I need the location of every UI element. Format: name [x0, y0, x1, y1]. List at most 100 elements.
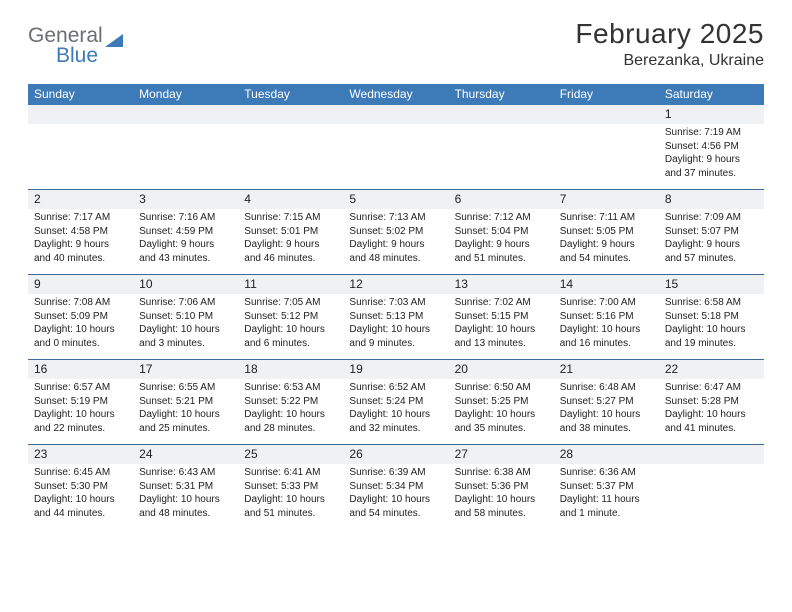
info-line: Daylight: 10 hours	[455, 408, 548, 422]
day-number	[139, 106, 232, 123]
daynum-strip	[343, 105, 448, 124]
info-line: Sunrise: 6:55 AM	[139, 381, 232, 395]
day-number: 6	[455, 191, 548, 208]
day-info: Sunrise: 6:50 AMSunset: 5:25 PMDaylight:…	[455, 381, 548, 435]
info-line: Sunset: 5:05 PM	[560, 225, 653, 239]
daynum-strip: 1	[659, 105, 764, 124]
day-info: Sunrise: 7:11 AMSunset: 5:05 PMDaylight:…	[560, 211, 653, 265]
daynum-strip: 9	[28, 275, 133, 294]
day-number: 19	[349, 361, 442, 378]
day-info: Sunrise: 7:15 AMSunset: 5:01 PMDaylight:…	[244, 211, 337, 265]
week-row: 16Sunrise: 6:57 AMSunset: 5:19 PMDayligh…	[28, 359, 764, 444]
info-line: Daylight: 10 hours	[560, 323, 653, 337]
info-line: Sunset: 5:15 PM	[455, 310, 548, 324]
info-line: Sunset: 5:28 PM	[665, 395, 758, 409]
info-line: Sunrise: 6:50 AM	[455, 381, 548, 395]
weeks-container: 1Sunrise: 7:19 AMSunset: 4:56 PMDaylight…	[28, 105, 764, 529]
day-info: Sunrise: 7:05 AMSunset: 5:12 PMDaylight:…	[244, 296, 337, 350]
day-cell	[28, 105, 133, 189]
info-line: Sunrise: 7:17 AM	[34, 211, 127, 225]
info-line: Sunset: 5:34 PM	[349, 480, 442, 494]
info-line: Daylight: 10 hours	[139, 493, 232, 507]
daynum-strip: 23	[28, 445, 133, 464]
info-line: Daylight: 9 hours	[139, 238, 232, 252]
day-number: 7	[560, 191, 653, 208]
info-line: Daylight: 10 hours	[139, 323, 232, 337]
day-number: 5	[349, 191, 442, 208]
daynum-strip: 21	[554, 360, 659, 379]
info-line: Sunrise: 7:00 AM	[560, 296, 653, 310]
day-number	[34, 106, 127, 123]
daynum-strip: 17	[133, 360, 238, 379]
info-line: Sunset: 4:59 PM	[139, 225, 232, 239]
day-number: 17	[139, 361, 232, 378]
week-row: 1Sunrise: 7:19 AMSunset: 4:56 PMDaylight…	[28, 105, 764, 189]
day-cell: 14Sunrise: 7:00 AMSunset: 5:16 PMDayligh…	[554, 275, 659, 359]
day-cell: 27Sunrise: 6:38 AMSunset: 5:36 PMDayligh…	[449, 445, 554, 529]
day-cell: 17 Sunrise: 6:55 AMSunset: 5:21 PMDayligh…	[133, 360, 238, 444]
info-line: Sunset: 5:25 PM	[455, 395, 548, 409]
info-line: Sunset: 4:58 PM	[34, 225, 127, 239]
info-line: Sunrise: 7:15 AM	[244, 211, 337, 225]
daynum-strip: 16	[28, 360, 133, 379]
daynum-strip: 26	[343, 445, 448, 464]
daynum-strip: 10	[133, 275, 238, 294]
info-line: Sunset: 5:21 PM	[139, 395, 232, 409]
day-cell: 21Sunrise: 6:48 AMSunset: 5:27 PMDayligh…	[554, 360, 659, 444]
day-info: Sunrise: 7:17 AMSunset: 4:58 PMDaylight:…	[34, 211, 127, 265]
day-number	[560, 106, 653, 123]
daynum-strip: 4	[238, 190, 343, 209]
day-info: Sunrise: 7:02 AMSunset: 5:15 PMDaylight:…	[455, 296, 548, 350]
weekday-sat: Saturday	[659, 84, 764, 105]
day-number: 24	[139, 446, 232, 463]
day-info: Sunrise: 6:39 AMSunset: 5:34 PMDaylight:…	[349, 466, 442, 520]
info-line: Sunset: 5:36 PM	[455, 480, 548, 494]
info-line: Daylight: 9 hours	[560, 238, 653, 252]
info-line: Sunset: 5:33 PM	[244, 480, 337, 494]
day-cell: 12Sunrise: 7:03 AMSunset: 5:13 PMDayligh…	[343, 275, 448, 359]
day-cell: 4 Sunrise: 7:15 AMSunset: 5:01 PMDaylight…	[238, 190, 343, 274]
day-cell: 24Sunrise: 6:43 AMSunset: 5:31 PMDayligh…	[133, 445, 238, 529]
day-info: Sunrise: 6:58 AMSunset: 5:18 PMDaylight:…	[665, 296, 758, 350]
info-line: Sunrise: 6:41 AM	[244, 466, 337, 480]
info-line: and 48 minutes.	[139, 507, 232, 521]
day-cell: 26 Sunrise: 6:39 AMSunset: 5:34 PMDayligh…	[343, 445, 448, 529]
day-number	[455, 106, 548, 123]
info-line: and 40 minutes.	[34, 252, 127, 266]
day-cell: 10Sunrise: 7:06 AMSunset: 5:10 PMDayligh…	[133, 275, 238, 359]
header-row: General February 2025 Berezanka, Ukraine	[28, 18, 764, 70]
info-line: Sunset: 5:04 PM	[455, 225, 548, 239]
info-line: and 9 minutes.	[349, 337, 442, 351]
day-cell: 25Sunrise: 6:41 AMSunset: 5:33 PMDayligh…	[238, 445, 343, 529]
daynum-strip: 6	[449, 190, 554, 209]
daynum-strip	[133, 105, 238, 124]
day-number: 13	[455, 276, 548, 293]
info-line: Daylight: 10 hours	[349, 323, 442, 337]
info-line: Sunrise: 7:19 AM	[665, 126, 758, 140]
day-number: 23	[34, 446, 127, 463]
weekday-sun: Sunday	[28, 84, 133, 105]
daynum-strip: 24	[133, 445, 238, 464]
info-line: and 22 minutes.	[34, 422, 127, 436]
info-line: Sunset: 5:07 PM	[665, 225, 758, 239]
logo-overlay: General Blue	[28, 24, 124, 68]
info-line: and 19 minutes.	[665, 337, 758, 351]
info-line: and 54 minutes.	[560, 252, 653, 266]
day-number: 11	[244, 276, 337, 293]
info-line: Sunrise: 7:02 AM	[455, 296, 548, 310]
info-line: Sunset: 5:22 PM	[244, 395, 337, 409]
location-subtitle: Berezanka, Ukraine	[575, 52, 764, 70]
info-line: and 0 minutes.	[34, 337, 127, 351]
daynum-strip	[238, 105, 343, 124]
info-line: Sunset: 5:12 PM	[244, 310, 337, 324]
info-line: Sunset: 5:30 PM	[34, 480, 127, 494]
day-number: 9	[34, 276, 127, 293]
day-cell: 5Sunrise: 7:13 AMSunset: 5:02 PMDaylight…	[343, 190, 448, 274]
day-number: 8	[665, 191, 758, 208]
day-info: Sunrise: 6:55 AMSunset: 5:21 PMDaylight:…	[139, 381, 232, 435]
day-info: Sunrise: 7:03 AMSunset: 5:13 PMDaylight:…	[349, 296, 442, 350]
info-line: and 37 minutes.	[665, 167, 758, 181]
weekday-fri: Friday	[554, 84, 659, 105]
info-line: Daylight: 9 hours	[244, 238, 337, 252]
page-container: General February 2025 Berezanka, Ukraine…	[0, 0, 792, 529]
